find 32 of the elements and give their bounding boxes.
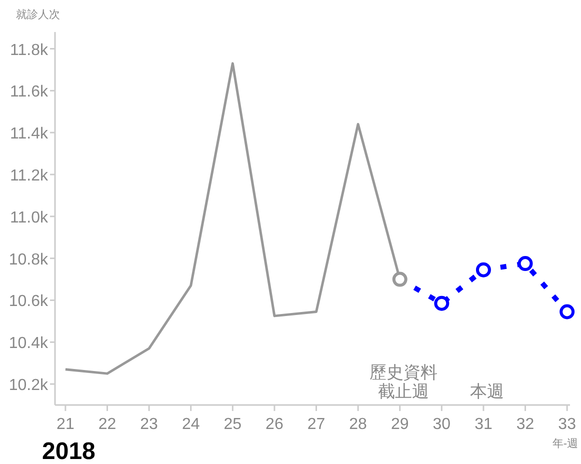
y-axis-title: 就診人次 [16,8,60,21]
point [392,272,408,287]
y-tick-label: 11.8k [10,42,49,59]
annotation: 本週 [470,382,504,401]
point [518,256,533,272]
y-tick-label: 10.6k [8,293,49,310]
y-tick-label: 10.8k [8,251,49,268]
x-tick-label: 33 [558,416,576,433]
x-tick-label: 22 [98,416,116,433]
x-tick-label: 32 [516,416,534,433]
text: 2018 [42,438,96,464]
point [560,304,575,320]
x-tick-label: 24 [182,416,200,433]
x-tick-label: 28 [349,416,368,433]
annotation: 歷史資料截止週 [369,363,438,401]
y-tick-label: 11.2k [10,167,49,184]
x-tick-label: 27 [307,416,326,433]
x-tick-label: 31 [474,416,492,433]
x-tick-label: 21 [56,416,74,433]
point [434,296,450,311]
y-tick-label: 11.0k [10,209,49,226]
x-tick-label: 23 [140,416,158,433]
y-tick-label: 10.4k [8,335,49,352]
x-tick-label: 25 [224,416,242,433]
point [476,262,491,278]
y-tick-label: 11.4k [10,126,49,143]
x-tick-label: 29 [390,416,409,433]
y-tick-label: 11.6k [10,84,49,101]
x-tick-label: 26 [266,416,284,433]
x-axis-title: 年-週 [552,438,578,450]
x-tick-label: 30 [432,416,451,433]
y-tick-label: 10.2k [8,377,49,394]
